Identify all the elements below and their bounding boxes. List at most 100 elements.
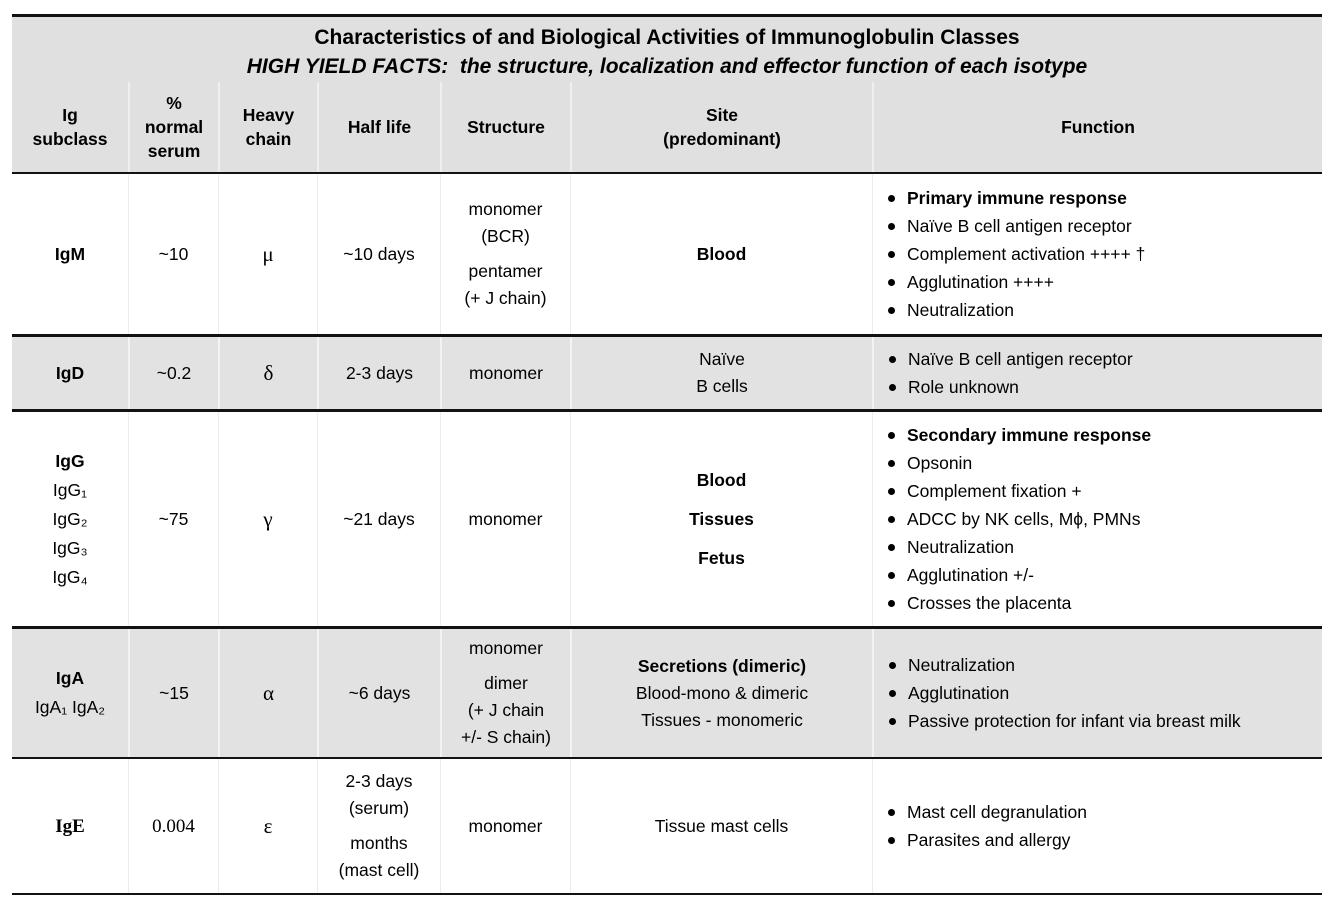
cell-igd-site: Naïve B cells bbox=[570, 337, 872, 409]
column-header-heavy-chain: Heavy chain bbox=[218, 82, 317, 172]
site-line: B cells bbox=[696, 376, 748, 396]
half-life-line: 2-3 days bbox=[345, 362, 414, 383]
cell-igm-function: Primary immune response Naïve B cell anti… bbox=[872, 174, 1322, 334]
cell-igm-heavy-chain: μ bbox=[218, 174, 317, 334]
cell-igg-function: Secondary immune response Opsonin Compleme… bbox=[872, 412, 1322, 626]
percent-serum-value: ~15 bbox=[159, 682, 189, 703]
site-line: Tissues - monomeric bbox=[641, 709, 803, 730]
site-group: Blood bbox=[697, 241, 747, 268]
subclass-group: IgA IgA₁ IgA₂ bbox=[35, 664, 105, 722]
function-item-text: Mast cell degranulation bbox=[907, 802, 1087, 822]
function-item: Complement fixation + bbox=[886, 477, 1082, 505]
structure-line: pentamer bbox=[468, 261, 543, 281]
function-item: Parasites and allergy bbox=[886, 826, 1070, 854]
column-header-line: Half life bbox=[347, 117, 412, 137]
function-item: Agglutination bbox=[887, 679, 1009, 707]
cell-iga-site: Secretions (dimeric) Blood-mono & dimeric… bbox=[570, 629, 872, 757]
bullet-icon bbox=[888, 543, 895, 551]
column-header-line: normal bbox=[144, 117, 204, 137]
bullet-icon bbox=[889, 355, 896, 363]
site-line: Secretions (dimeric) bbox=[637, 655, 807, 676]
cell-iga-percent-serum: ~15 bbox=[128, 629, 218, 757]
cell-igg-percent-serum: ~75 bbox=[128, 412, 218, 626]
function-item: Mast cell degranulation bbox=[886, 798, 1087, 826]
function-item: Primary immune response bbox=[886, 184, 1127, 212]
function-item-text: Role unknown bbox=[908, 377, 1019, 397]
column-header-line: serum bbox=[147, 141, 201, 161]
half-life-group: 2-3 days bbox=[346, 360, 413, 387]
site-line: Fetus bbox=[698, 547, 745, 568]
cell-igm-site: Blood bbox=[570, 174, 872, 334]
function-item-text: Naïve B cell antigen receptor bbox=[908, 349, 1133, 369]
function-item: Role unknown bbox=[887, 373, 1019, 401]
half-life-line: ~6 days bbox=[348, 682, 411, 703]
structure-group: monomer bbox=[469, 360, 543, 387]
function-item-text: Crosses the placenta bbox=[907, 593, 1072, 613]
bullet-icon bbox=[888, 808, 895, 816]
subclass-group: IgG IgG₁ IgG₂ IgG₃ IgG₄ bbox=[52, 447, 87, 592]
table-row-iga: IgA IgA₁ IgA₂ ~15 α ~6 days monomer dimer (+ J … bbox=[12, 629, 1322, 759]
structure-group: monomer bbox=[469, 813, 543, 840]
table-row-igd: IgD ~0.2 δ 2-3 days monomer Naïve B cells Naïve… bbox=[12, 337, 1322, 412]
column-header-structure: Structure bbox=[440, 82, 570, 172]
column-header-function: Function bbox=[872, 82, 1322, 172]
function-item-text: Passive protection for infant via breast… bbox=[908, 711, 1241, 731]
function-item: Neutralization bbox=[887, 651, 1015, 679]
cell-ige-half-life: 2-3 days (serum) months (mast cell) bbox=[317, 759, 440, 893]
column-header-line: Ig bbox=[62, 105, 78, 125]
function-item-text: Agglutination ++++ bbox=[907, 272, 1054, 292]
cell-ige-heavy-chain: ε bbox=[218, 759, 317, 893]
function-item-text: Naïve B cell antigen receptor bbox=[907, 216, 1132, 236]
immunoglobulin-table: Characteristics of and Biological Activi… bbox=[12, 14, 1322, 895]
table-subtitle: HIGH YIELD FACTS: the structure, localiz… bbox=[246, 55, 1088, 78]
half-life-line: ~21 days bbox=[343, 508, 415, 529]
site-line: Tissues bbox=[689, 508, 754, 529]
subclass-line: IgE bbox=[55, 815, 85, 837]
cell-ige-subclass: IgE bbox=[12, 759, 128, 893]
half-life-group: ~21 days bbox=[343, 506, 415, 533]
cell-igd-heavy-chain: δ bbox=[218, 337, 317, 409]
site-group: Blood bbox=[697, 467, 747, 494]
subclass-group: IgD bbox=[56, 359, 84, 388]
subclass-line: IgM bbox=[54, 243, 86, 264]
structure-line: monomer bbox=[468, 508, 543, 529]
function-item: Opsonin bbox=[886, 449, 972, 477]
function-item-text: Neutralization bbox=[908, 655, 1015, 675]
bullet-icon bbox=[888, 459, 895, 467]
cell-ige-function: Mast cell degranulation Parasites and all… bbox=[872, 759, 1322, 893]
table-body: IgM ~10 μ ~10 days monomer (BCR) pentamer (+ J … bbox=[12, 174, 1322, 893]
percent-serum-value: ~75 bbox=[158, 508, 189, 529]
site-line: Blood bbox=[696, 243, 747, 264]
cell-iga-function: Neutralization Agglutination Passive prote… bbox=[872, 629, 1322, 757]
function-item-text: Parasites and allergy bbox=[907, 830, 1071, 850]
structure-group: monomer bbox=[469, 506, 543, 533]
site-line: Blood bbox=[696, 469, 747, 490]
structure-line: (BCR) bbox=[481, 226, 530, 246]
subclass-line: IgG₃ bbox=[52, 537, 88, 558]
column-header-line: Structure bbox=[467, 117, 545, 137]
function-item-text: ADCC by NK cells, Mϕ, PMNs bbox=[907, 509, 1141, 529]
structure-line: monomer bbox=[468, 199, 543, 219]
site-group: Naïve B cells bbox=[696, 346, 748, 400]
function-item: Naïve B cell antigen receptor bbox=[887, 345, 1133, 373]
heavy-chain-letter: μ bbox=[262, 241, 274, 266]
function-item: Neutralization bbox=[886, 533, 1014, 561]
function-item-text: Agglutination bbox=[908, 683, 1010, 703]
cell-igd-function: Naïve B cell antigen receptor Role unknow… bbox=[872, 337, 1322, 409]
bullet-icon bbox=[888, 431, 895, 439]
cell-iga-structure: monomer dimer (+ J chain +/- S chain) bbox=[440, 629, 570, 757]
cell-iga-heavy-chain: α bbox=[218, 629, 317, 757]
subclass-line: IgG₁ bbox=[52, 479, 88, 500]
cell-igd-subclass: IgD bbox=[12, 337, 128, 409]
bullet-icon bbox=[888, 836, 895, 844]
function-item-text: Complement activation ++++ † bbox=[907, 244, 1146, 264]
cell-igg-structure: monomer bbox=[440, 412, 570, 626]
subclass-line: IgD bbox=[55, 362, 85, 383]
table-row-igm: IgM ~10 μ ~10 days monomer (BCR) pentamer (+ J … bbox=[12, 174, 1322, 337]
structure-group: monomer (BCR) bbox=[469, 196, 543, 250]
heavy-chain-letter: δ bbox=[263, 360, 274, 385]
function-item: Agglutination +/- bbox=[886, 561, 1034, 589]
function-item: Neutralization bbox=[886, 296, 1014, 324]
bullet-icon bbox=[888, 571, 895, 579]
column-header-line: subclass bbox=[32, 129, 108, 149]
